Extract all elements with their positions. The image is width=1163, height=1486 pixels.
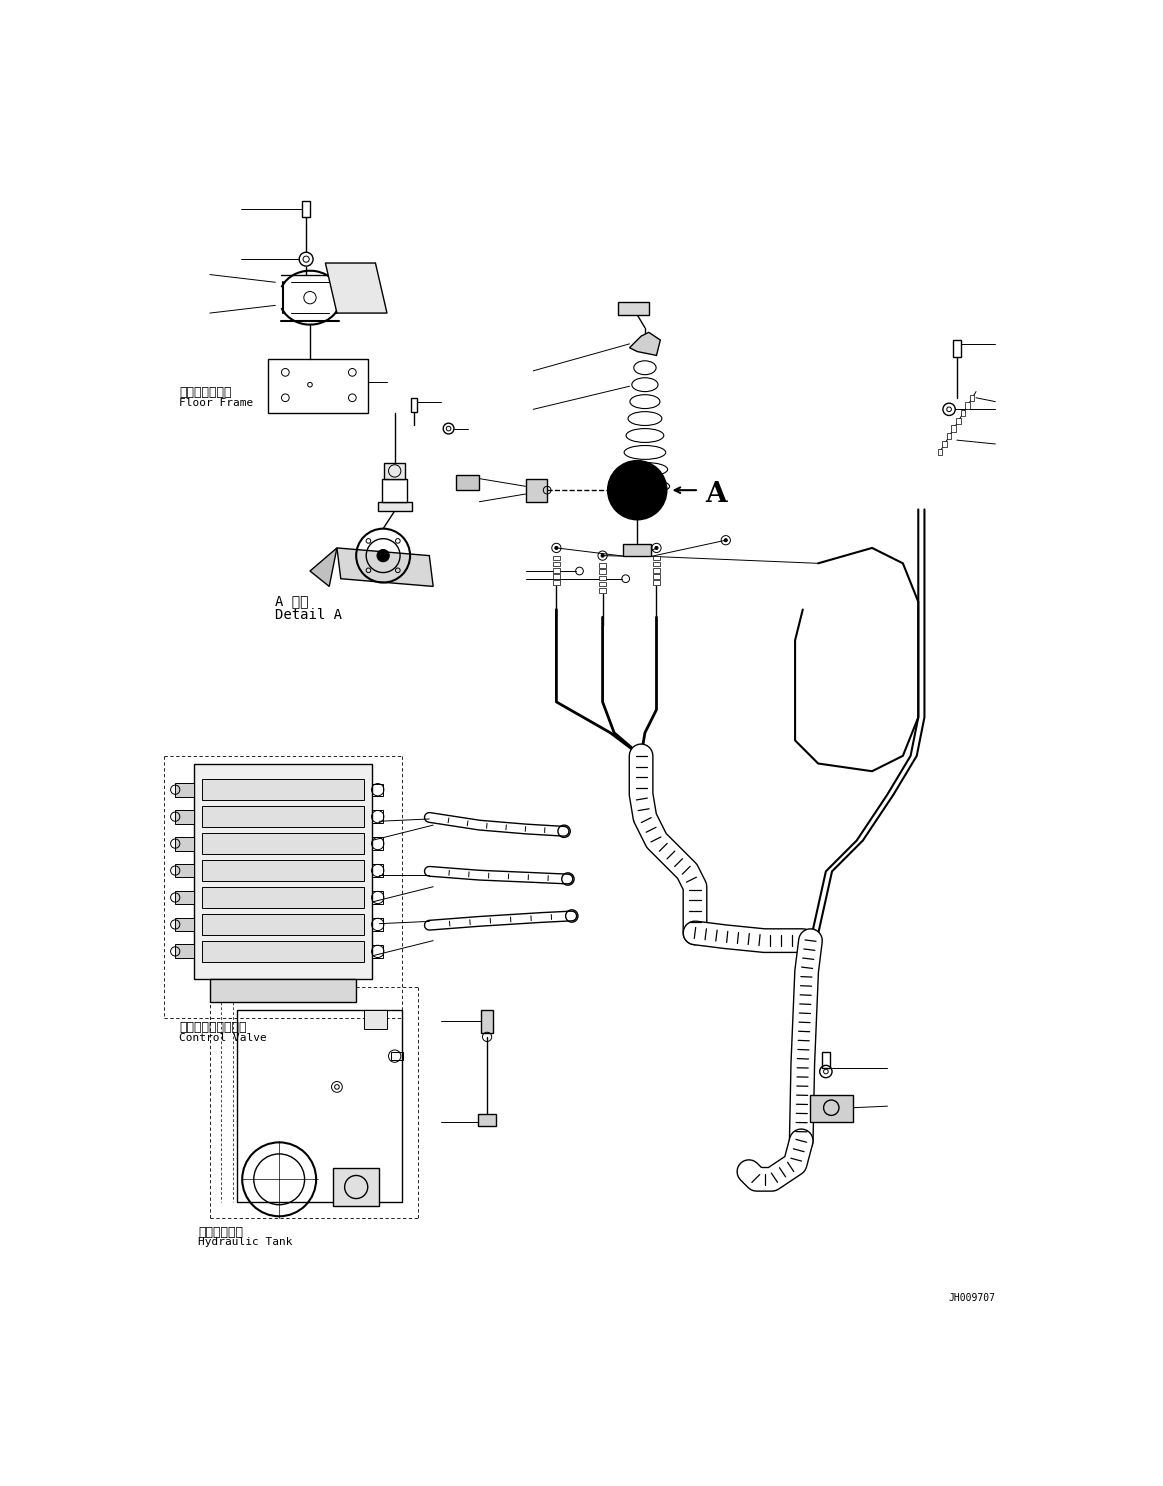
- Bar: [237, 1010, 402, 1202]
- Bar: [599, 583, 606, 587]
- Bar: [481, 1010, 493, 1033]
- Bar: [942, 441, 947, 447]
- Bar: [372, 865, 383, 877]
- Bar: [618, 302, 649, 315]
- Bar: [176, 783, 194, 796]
- Bar: [952, 340, 961, 357]
- Bar: [478, 1114, 497, 1126]
- Bar: [652, 568, 661, 572]
- Bar: [599, 563, 606, 568]
- Bar: [811, 1095, 852, 1122]
- Bar: [956, 418, 961, 424]
- Bar: [176, 945, 194, 958]
- Bar: [372, 892, 383, 903]
- Bar: [372, 918, 383, 930]
- Circle shape: [655, 547, 658, 550]
- Text: A 詳細: A 詳細: [276, 594, 309, 608]
- Bar: [652, 580, 661, 585]
- Text: コントロールバルブ: コントロールバルブ: [179, 1021, 247, 1034]
- Bar: [937, 449, 942, 455]
- Bar: [652, 562, 661, 566]
- Circle shape: [377, 550, 390, 562]
- Bar: [411, 398, 418, 412]
- Bar: [961, 410, 965, 416]
- Bar: [623, 544, 651, 556]
- Bar: [526, 478, 547, 502]
- Bar: [202, 805, 364, 828]
- Bar: [176, 810, 194, 823]
- Bar: [652, 574, 661, 578]
- Bar: [384, 464, 406, 478]
- Bar: [970, 395, 975, 401]
- Text: Detail A: Detail A: [276, 608, 342, 623]
- Bar: [552, 562, 561, 566]
- Circle shape: [555, 547, 558, 550]
- Text: Control Valve: Control Valve: [179, 1033, 266, 1043]
- Bar: [176, 917, 194, 932]
- Polygon shape: [337, 548, 433, 587]
- Bar: [652, 556, 661, 560]
- Bar: [552, 574, 561, 578]
- Text: 作動油タンク: 作動油タンク: [199, 1226, 243, 1238]
- Bar: [202, 779, 364, 801]
- Bar: [965, 403, 970, 409]
- Polygon shape: [326, 263, 387, 314]
- Bar: [822, 1052, 829, 1067]
- Bar: [176, 837, 194, 850]
- Bar: [364, 1010, 387, 1030]
- Bar: [202, 914, 364, 935]
- Bar: [202, 887, 364, 908]
- Bar: [302, 202, 311, 217]
- Bar: [383, 478, 407, 502]
- Bar: [378, 502, 412, 511]
- Bar: [552, 556, 561, 560]
- Polygon shape: [311, 548, 337, 587]
- Bar: [599, 569, 606, 574]
- Bar: [209, 979, 356, 1002]
- Bar: [372, 783, 383, 796]
- Bar: [552, 568, 561, 572]
- Circle shape: [725, 539, 727, 542]
- Circle shape: [601, 554, 604, 557]
- Bar: [176, 890, 194, 905]
- Text: フロアフレーム: フロアフレーム: [179, 386, 231, 400]
- Bar: [202, 832, 364, 854]
- Bar: [372, 810, 383, 823]
- Text: Floor Frame: Floor Frame: [179, 398, 254, 407]
- Bar: [391, 1052, 404, 1060]
- Bar: [599, 575, 606, 580]
- Bar: [456, 474, 479, 490]
- Text: JH009707: JH009707: [948, 1293, 996, 1303]
- Circle shape: [608, 461, 666, 520]
- Bar: [333, 1168, 379, 1207]
- Bar: [194, 764, 372, 979]
- Bar: [202, 860, 364, 881]
- Bar: [947, 434, 951, 440]
- Bar: [372, 945, 383, 957]
- Bar: [372, 838, 383, 850]
- Text: Hydraulic Tank: Hydraulic Tank: [199, 1236, 293, 1247]
- Bar: [599, 588, 606, 593]
- Circle shape: [632, 484, 643, 496]
- Bar: [202, 941, 364, 961]
- Text: A: A: [705, 480, 727, 508]
- Bar: [176, 863, 194, 877]
- Bar: [634, 490, 656, 502]
- Polygon shape: [629, 333, 661, 355]
- Bar: [552, 580, 561, 585]
- Bar: [267, 360, 368, 413]
- Bar: [951, 425, 956, 431]
